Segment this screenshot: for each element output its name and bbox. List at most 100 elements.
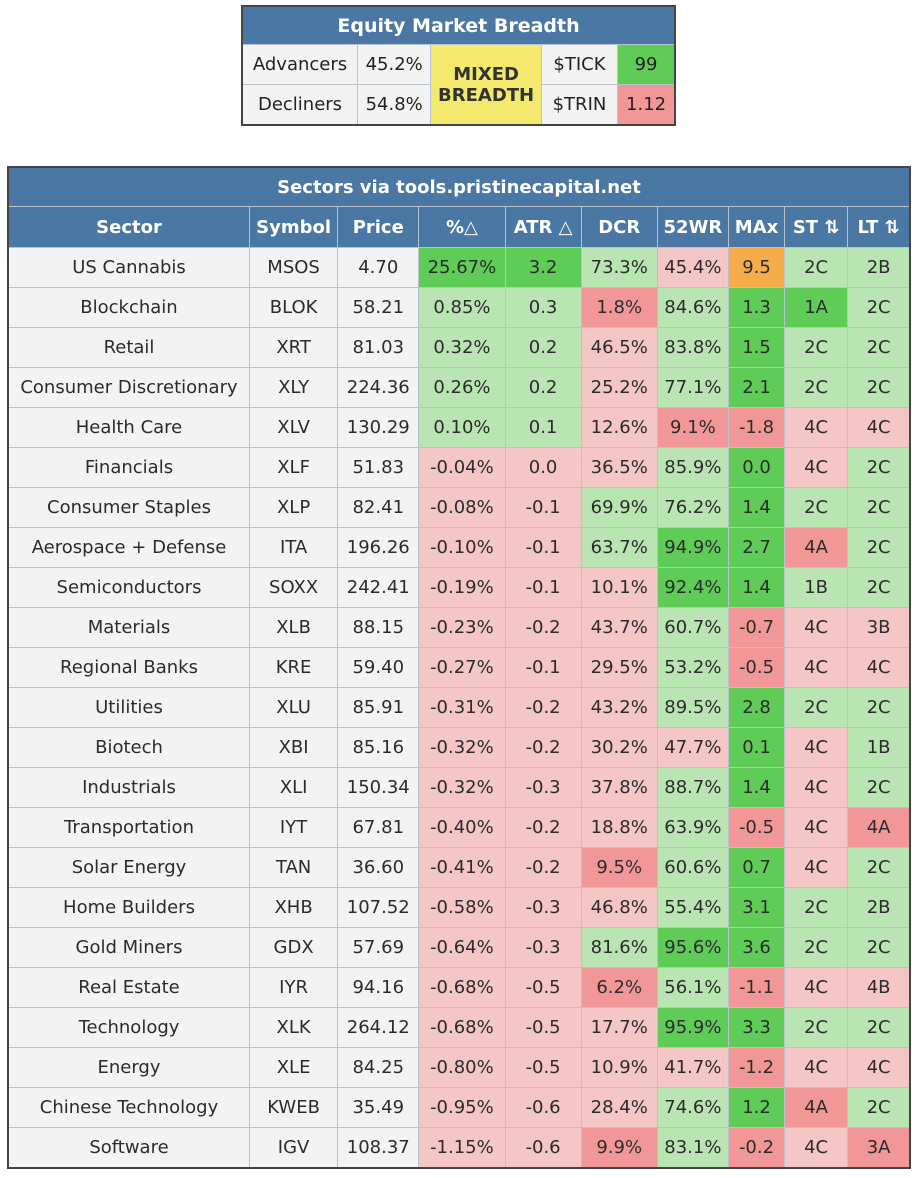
dcr-cell: 28.4% <box>580 1087 658 1128</box>
dcr-cell: 46.5% <box>580 327 658 368</box>
symbol-cell: XHB <box>248 887 339 928</box>
price-cell: 82.41 <box>337 487 420 528</box>
dcr-cell: 46.8% <box>580 887 658 928</box>
st-stage-cell: 4C <box>784 607 849 648</box>
sectors-title: Sectors via tools.pristinecapital.net <box>8 167 910 207</box>
sector-name-cell: Transportation <box>7 807 250 848</box>
max-cell: 1.4 <box>727 767 786 808</box>
lt-stage-cell: 4C <box>847 407 911 448</box>
symbol-cell: SOXX <box>248 567 339 608</box>
price-cell: 57.69 <box>337 927 420 968</box>
pct-change-cell: -0.27% <box>418 647 506 688</box>
st-stage-cell: 2C <box>784 327 849 368</box>
52wr-cell: 83.1% <box>656 1127 729 1169</box>
dcr-cell: 73.3% <box>580 247 658 288</box>
52wr-cell: 89.5% <box>656 687 729 728</box>
dcr-cell: 30.2% <box>580 727 658 768</box>
atr-change-cell: -0.1 <box>504 567 582 608</box>
lt-stage-cell: 2B <box>847 887 911 928</box>
max-cell: 9.5 <box>727 247 786 288</box>
max-cell: 3.1 <box>727 887 786 928</box>
atr-change-cell: -0.2 <box>504 847 582 888</box>
symbol-cell: XLB <box>248 607 339 648</box>
symbol-cell: XBI <box>248 727 339 768</box>
max-cell: -1.8 <box>727 407 786 448</box>
st-stage-cell: 4C <box>784 1047 849 1088</box>
atr-change-cell: 0.2 <box>504 367 582 408</box>
price-cell: 94.16 <box>337 967 420 1008</box>
lt-stage-cell: 2C <box>847 567 911 608</box>
st-stage-cell: 1A <box>784 287 849 328</box>
dcr-cell: 36.5% <box>580 447 658 488</box>
sector-name-cell: Software <box>7 1127 250 1169</box>
atr-change-cell: -0.5 <box>504 967 582 1008</box>
column-header-dcr: DCR <box>580 206 658 248</box>
lt-stage-cell: 2B <box>847 247 911 288</box>
table-row: Aerospace + Defense ITA 196.26 -0.10% -0.1 63… <box>7 527 911 568</box>
atr-change-cell: -0.2 <box>504 727 582 768</box>
table-row: Semiconductors SOXX 242.41 -0.19% -0.1 10.1% 9… <box>7 567 911 608</box>
st-stage-cell: 4C <box>784 1127 849 1169</box>
dcr-cell: 81.6% <box>580 927 658 968</box>
pct-change-cell: -0.19% <box>418 567 506 608</box>
symbol-cell: KWEB <box>248 1087 339 1128</box>
lt-stage-cell: 2C <box>847 327 911 368</box>
atr-change-cell: -0.6 <box>504 1127 582 1169</box>
symbol-cell: XLV <box>248 407 339 448</box>
52wr-cell: 60.6% <box>656 847 729 888</box>
sector-name-cell: Solar Energy <box>7 847 250 888</box>
st-stage-cell: 4C <box>784 847 849 888</box>
st-stage-cell: 4C <box>784 767 849 808</box>
sectors-table: Sectors via tools.pristinecapital.net Se… <box>7 166 911 1169</box>
market-breadth-table: Equity Market Breadth Advancers 45.2% MI… <box>241 5 676 126</box>
table-row: Chinese Technology KWEB 35.49 -0.95% -0.6 28.… <box>7 1087 911 1128</box>
lt-stage-cell: 2C <box>847 487 911 528</box>
price-cell: 150.34 <box>337 767 420 808</box>
52wr-cell: 45.4% <box>656 247 729 288</box>
table-row: Retail XRT 81.03 0.32% 0.2 46.5% 83.8% 1.5 2C 2C <box>7 327 911 368</box>
dcr-cell: 18.8% <box>580 807 658 848</box>
pct-change-cell: 0.85% <box>418 287 506 328</box>
sector-name-cell: Energy <box>7 1047 250 1088</box>
atr-change-cell: -0.3 <box>504 887 582 928</box>
st-stage-cell: 2C <box>784 687 849 728</box>
atr-change-cell: -0.1 <box>504 647 582 688</box>
dcr-cell: 17.7% <box>580 1007 658 1048</box>
table-row: Financials XLF 51.83 -0.04% 0.0 36.5% 85.9% 0.0… <box>7 447 911 488</box>
dcr-cell: 10.9% <box>580 1047 658 1088</box>
dcr-cell: 43.7% <box>580 607 658 648</box>
dcr-cell: 43.2% <box>580 687 658 728</box>
atr-change-cell: 0.0 <box>504 447 582 488</box>
dcr-cell: 9.9% <box>580 1127 658 1169</box>
pct-change-cell: 0.10% <box>418 407 506 448</box>
table-row: Industrials XLI 150.34 -0.32% -0.3 37.8% 88.7%… <box>7 767 911 808</box>
price-cell: 58.21 <box>337 287 420 328</box>
price-cell: 84.25 <box>337 1047 420 1088</box>
sector-name-cell: Semiconductors <box>7 567 250 608</box>
column-header-symbol: Symbol <box>248 206 339 248</box>
sector-name-cell: Industrials <box>7 767 250 808</box>
symbol-cell: MSOS <box>248 247 339 288</box>
52wr-cell: 92.4% <box>656 567 729 608</box>
sector-name-cell: Real Estate <box>7 967 250 1008</box>
52wr-cell: 84.6% <box>656 287 729 328</box>
pct-change-cell: -0.10% <box>418 527 506 568</box>
symbol-cell: XLF <box>248 447 339 488</box>
lt-stage-cell: 2C <box>847 447 911 488</box>
price-cell: 130.29 <box>337 407 420 448</box>
52wr-cell: 76.2% <box>656 487 729 528</box>
table-row: Home Builders XHB 107.52 -0.58% -0.3 46.8% 55.… <box>7 887 911 928</box>
52wr-cell: 95.9% <box>656 1007 729 1048</box>
advancers-value: 45.2% <box>357 44 432 85</box>
symbol-cell: IYR <box>248 967 339 1008</box>
max-cell: 3.6 <box>727 927 786 968</box>
sector-name-cell: Materials <box>7 607 250 648</box>
lt-stage-cell: 4B <box>847 967 911 1008</box>
column-header-52wr: 52WR <box>656 206 729 248</box>
dcr-cell: 9.5% <box>580 847 658 888</box>
pct-change-cell: 25.67% <box>418 247 506 288</box>
lt-stage-cell: 2C <box>847 687 911 728</box>
52wr-cell: 95.6% <box>656 927 729 968</box>
dcr-cell: 12.6% <box>580 407 658 448</box>
max-cell: -0.5 <box>727 647 786 688</box>
